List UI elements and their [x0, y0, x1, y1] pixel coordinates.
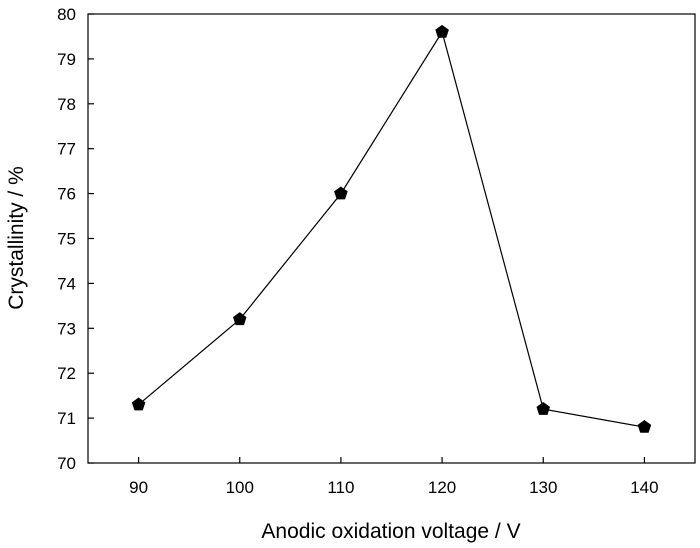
x-tick-label: 110 [327, 478, 354, 497]
series-line [138, 30, 645, 428]
x-axis-ticks: 90 100 110 120 130 140 [129, 457, 659, 497]
y-axis-title: Crystallinity / % [5, 166, 28, 310]
x-tick-label: 120 [428, 478, 456, 497]
data-point [233, 312, 247, 326]
y-tick-label: 77 [57, 140, 76, 159]
data-point [637, 419, 652, 433]
y-tick-label: 80 [57, 5, 76, 24]
x-axis-title: Anodic oxidation voltage / V [261, 520, 520, 543]
y-tick-label: 73 [57, 319, 76, 338]
y-tick-label: 72 [57, 364, 76, 383]
y-tick-label: 75 [57, 230, 76, 249]
y-tick-label: 70 [57, 454, 76, 473]
x-tick-label: 130 [529, 478, 557, 497]
series-markers [131, 24, 652, 433]
x-tick-label: 140 [630, 478, 658, 497]
plot-frame [87, 13, 696, 464]
y-tick-label: 78 [57, 95, 76, 114]
data-point [334, 186, 348, 200]
data-point [131, 397, 146, 411]
data-point [536, 401, 550, 415]
data-point [435, 24, 449, 38]
y-tick-label: 74 [57, 274, 76, 293]
y-tick-label: 79 [57, 50, 76, 69]
y-tick-label: 76 [57, 185, 76, 204]
x-tick-label: 100 [226, 478, 254, 497]
x-tick-label: 90 [129, 478, 148, 497]
y-tick-label: 71 [57, 409, 76, 428]
y-axis-ticks: 70 71 72 73 74 75 76 77 78 79 80 [57, 5, 94, 473]
